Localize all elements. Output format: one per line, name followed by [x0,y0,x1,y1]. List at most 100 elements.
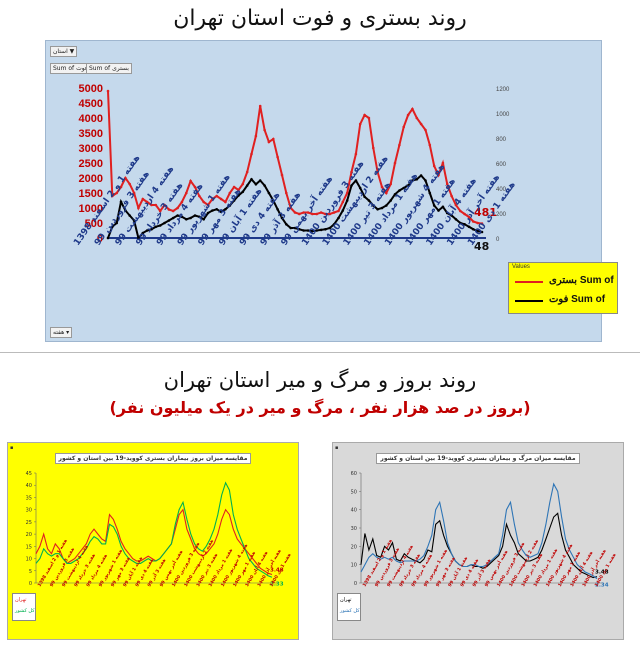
point-death [124,209,127,212]
mini-series-tehran [35,508,273,576]
point-hosp [480,222,484,225]
mini-end-label-country: 2.34 [595,583,609,589]
bottom-subtitle: (بروز در صد هزار نفر ، مرگ و میر در یک م… [109,398,531,417]
point-hosp [350,170,353,174]
point-hosp [128,182,131,186]
mini-end-label-tehran: 3.48 [270,567,284,573]
point-death [171,216,175,220]
point-death [463,223,466,226]
point-death [311,229,314,233]
incidence-chart-title: مقایسه میزان بروز بیماران بستری کووید-19… [8,453,298,464]
point-death [245,184,249,187]
point-hosp [258,104,262,108]
point-hosp [441,161,445,165]
point-hosp [293,211,297,214]
point-hosp [345,191,349,195]
y-right-tick-label: 1200 [496,87,510,93]
point-hosp [328,212,332,216]
mortality-chart: ▪ مقایسه میزان مرگ و بیماران بستری کووید… [332,442,624,640]
mini-y-tick-label: 30 [351,526,357,532]
point-death [476,229,480,233]
y-left-tick-label: 500 [85,218,103,230]
filter-chip[interactable]: استان ▼ [50,46,78,57]
y-right-tick-label: 600 [496,162,507,168]
point-death [232,199,236,202]
mini-y-tick-label: 10 [26,557,32,563]
y-right-tick-label: 400 [496,187,507,193]
point-death [224,208,227,211]
point-death [472,228,475,231]
point-death [115,221,118,225]
point-death [185,218,188,221]
mini-end-label-tehran: 3.48 [595,570,609,576]
mini-y-tick-label: 50 [351,489,357,495]
point-death [206,211,210,215]
mini-series-country [360,482,598,580]
point-hosp [389,182,393,186]
point-hosp [180,200,184,204]
point-death [150,228,153,231]
mortality-corner-label: ▪ [335,445,339,451]
point-hosp [145,200,149,204]
point-hosp [437,173,440,177]
y-left-tick-label: 3500 [79,128,103,140]
mini-y-tick-label: 30 [26,508,32,514]
point-hosp [411,107,414,111]
point-death [237,194,240,197]
point-death [267,191,271,195]
legend-item-death: Sum of فوت [549,294,606,305]
mini-end-label-country: 2.33 [270,581,284,587]
point-hosp [237,188,240,192]
legend-title: Values [512,264,530,270]
point-hosp [450,194,453,198]
point-hosp [467,215,471,219]
point-death [111,225,114,229]
point-hosp [276,155,279,159]
point-death [454,218,458,221]
point-hosp [272,137,275,141]
mini-y-tick-label: 40 [26,483,32,489]
end-label-hosp: 481 [474,206,497,219]
point-death [432,204,436,207]
point-hosp [454,203,458,207]
mini-series-country [35,481,273,578]
point-death [428,191,432,195]
mini-y-tick-label: 0 [29,581,32,587]
point-hosp [215,194,218,198]
point-death [119,200,123,204]
point-hosp [315,212,319,216]
point-hosp [298,212,301,216]
point-death [293,226,297,230]
point-death [419,174,423,177]
point-death [285,223,288,226]
point-hosp [198,194,201,198]
y-right-tick-label: 800 [496,137,507,143]
point-death [202,218,205,221]
top-chart-svg: 0500100015002000250030003500400045005000… [72,83,517,253]
point-death [189,216,192,220]
week-chip[interactable]: هفته ▾ [50,327,73,338]
sum-chip-hosp[interactable]: Sum of بستری [86,63,132,74]
point-hosp [163,203,166,207]
mortality-chart-title: مقایسه میزان مرگ و بیماران بستری کووید-1… [333,453,623,464]
point-death [424,179,427,182]
point-death [328,226,332,230]
point-hosp [111,194,114,198]
point-hosp [324,212,327,216]
point-death [445,211,449,215]
y-left-tick-label: 2500 [79,158,103,170]
point-hosp [263,128,266,132]
point-hosp [245,170,249,174]
point-hosp [193,185,197,189]
point-death [354,179,358,182]
point-death [358,186,362,190]
mini-y-tick-label: 60 [351,471,357,477]
point-hosp [358,122,362,126]
point-death [324,228,327,231]
point-death [280,216,284,220]
mortality-legend: تهران کل کشور [337,593,361,621]
point-death [437,209,440,212]
point-death [332,223,336,226]
point-death [176,214,179,217]
point-hosp [428,143,432,147]
